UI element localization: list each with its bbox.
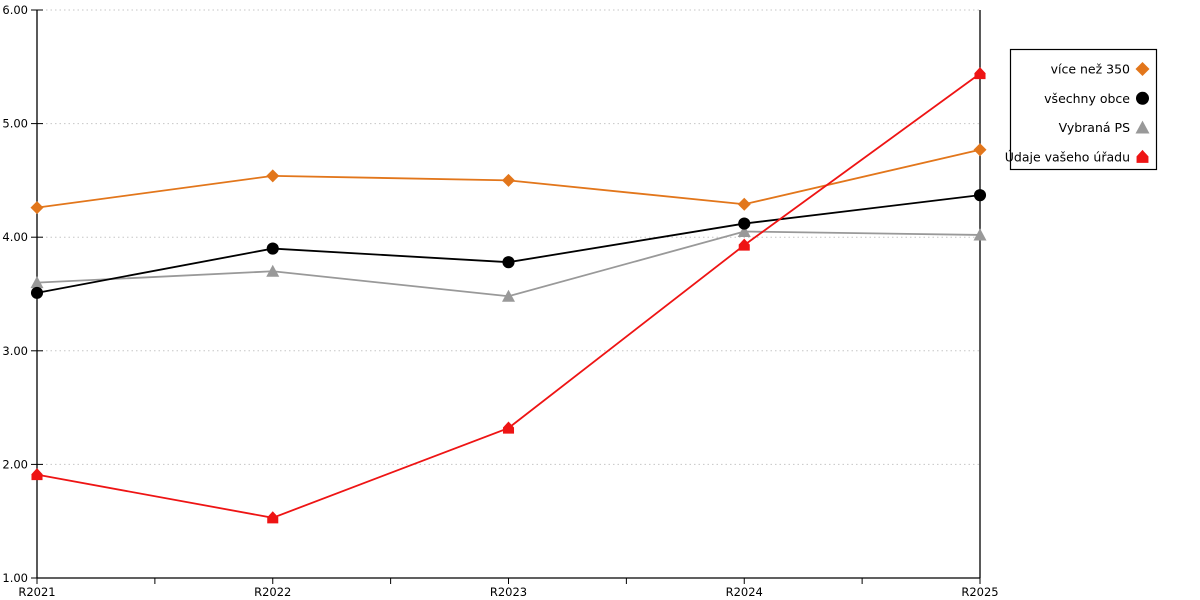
legend-label-vsechny-obce: všechny obce bbox=[1044, 91, 1130, 106]
legend-vybrana-ps-triangle-up-marker bbox=[1135, 120, 1150, 134]
y-tick-label: 6.00 bbox=[2, 3, 28, 17]
y-tick-label: 3.00 bbox=[2, 344, 28, 358]
x-tick-label: R2023 bbox=[490, 585, 527, 599]
y-tick-label: 5.00 bbox=[2, 117, 28, 131]
legend-label-vice-nez-350: více než 350 bbox=[1051, 62, 1130, 77]
series-udaje-vaseho-uradu-house-pentagon-marker bbox=[267, 511, 279, 524]
series-vybrana-ps-triangle-up-marker bbox=[502, 289, 515, 302]
series-vice-nez-350-diamond-marker bbox=[502, 173, 515, 187]
x-tick-label: R2021 bbox=[18, 585, 55, 599]
series-vice-nez-350-diamond-marker bbox=[30, 201, 44, 215]
series-vice-nez-350-diamond-marker bbox=[266, 169, 280, 183]
series-vybrana-ps-triangle-up-marker bbox=[737, 225, 751, 238]
legend-udaje-vaseho-uradu-house-pentagon-marker bbox=[1136, 149, 1149, 163]
series-vice-nez-350-diamond-marker bbox=[737, 197, 751, 211]
series-line-vsechny-obce bbox=[36, 194, 981, 294]
series-vsechny-obce-circle-marker bbox=[30, 286, 44, 299]
legend-vice-nez-350-diamond-marker bbox=[1135, 62, 1150, 76]
x-tick-label: R2025 bbox=[961, 585, 998, 599]
series-vsechny-obce-circle-marker bbox=[738, 217, 751, 230]
series-vice-nez-350-diamond-marker bbox=[973, 143, 987, 157]
legend-vsechny-obce-circle-marker bbox=[1135, 91, 1150, 105]
series-vybrana-ps-triangle-up-marker bbox=[266, 264, 280, 277]
y-tick-label: 2.00 bbox=[2, 457, 28, 471]
series-udaje-vaseho-uradu-house-pentagon-marker bbox=[31, 468, 43, 481]
series-vybrana-ps-triangle-up-marker bbox=[973, 228, 987, 241]
series-udaje-vaseho-uradu-house-pentagon-marker bbox=[502, 421, 515, 434]
series-vybrana-ps-triangle-up-marker bbox=[30, 276, 44, 289]
series-udaje-vaseho-uradu-house-pentagon-marker bbox=[738, 238, 750, 251]
x-tick-label: R2024 bbox=[726, 585, 763, 599]
legend-label-udaje-vaseho-uradu: Údaje vašeho úřadu bbox=[1005, 149, 1130, 164]
series-udaje-vaseho-uradu-house-pentagon-marker bbox=[974, 67, 986, 80]
series-vsechny-obce-circle-marker bbox=[266, 242, 279, 255]
y-tick-label: 4.00 bbox=[2, 230, 28, 244]
series-vsechny-obce-circle-marker bbox=[973, 189, 987, 202]
y-tick-label: 1.00 bbox=[2, 571, 28, 585]
series-vsechny-obce-circle-marker bbox=[502, 256, 515, 269]
legend-label-vybrana-ps: Vybraná PS bbox=[1059, 120, 1130, 135]
legend-box bbox=[1009, 48, 1158, 171]
x-tick-label: R2022 bbox=[254, 585, 291, 599]
